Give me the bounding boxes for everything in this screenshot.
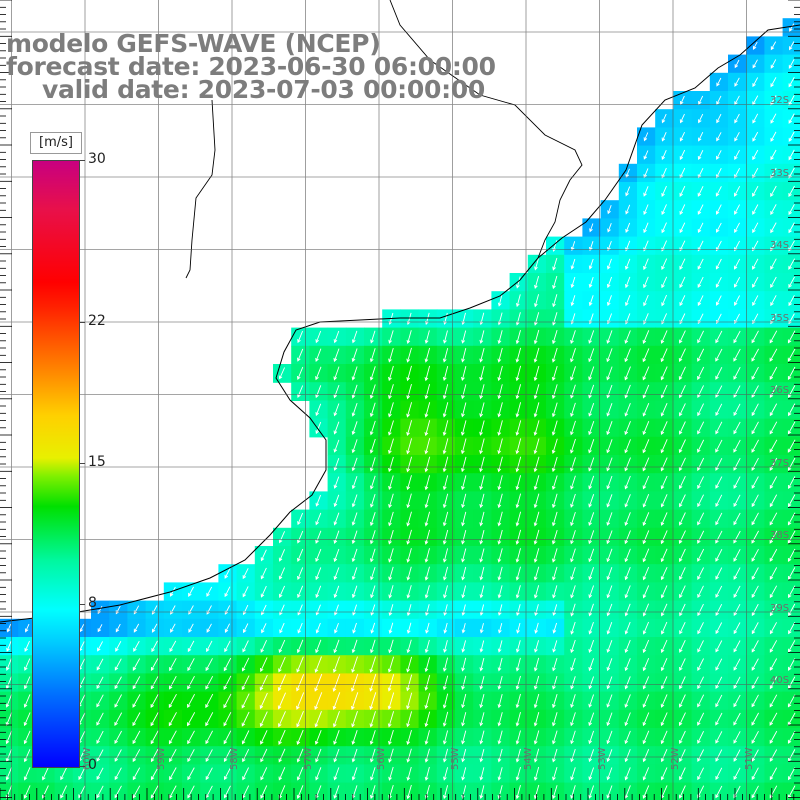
latitude-label: 37S bbox=[770, 457, 790, 469]
longitude-label: 51W bbox=[743, 747, 755, 770]
legend-tick-label: 30 bbox=[88, 151, 106, 167]
latitude-label: 38S bbox=[770, 530, 790, 541]
wind-arrows bbox=[5, 23, 796, 800]
coastline bbox=[0, 24, 800, 623]
legend-tick-label: 8 bbox=[88, 595, 97, 612]
longitude-label: 59W bbox=[155, 747, 167, 770]
legend-tick-mark bbox=[79, 604, 85, 606]
legend-tick-mark bbox=[79, 160, 85, 161]
longitude-label: 56W bbox=[376, 747, 387, 770]
color-legend: [m/s] 30 22 15 8 0 bbox=[30, 130, 110, 773]
legend-unit: [m/s] bbox=[30, 132, 82, 154]
legend-colorbar bbox=[32, 160, 80, 768]
latitude-label: 33S bbox=[770, 167, 790, 179]
legend-tick-label: 22 bbox=[88, 312, 106, 329]
longitude-label: 53W bbox=[596, 747, 608, 770]
longitude-label: 52W bbox=[670, 747, 681, 770]
latitude-label: 34S bbox=[770, 240, 790, 251]
latitude-label: 39S bbox=[770, 602, 790, 614]
country-border bbox=[185, 0, 583, 279]
model-title: modelo GEFS-WAVE (NCEP) bbox=[6, 29, 381, 58]
longitude-label: 55W bbox=[449, 747, 461, 770]
forecast-date: forecast date: 2023-06-30 06:00:00 bbox=[6, 52, 496, 81]
valid-date: valid date: 2023-07-03 00:00:00 bbox=[42, 75, 485, 104]
legend-tick-mark bbox=[79, 321, 85, 323]
latitude-label: 32S bbox=[770, 95, 790, 106]
latitude-label: 35S bbox=[770, 312, 790, 324]
legend-tick-mark bbox=[79, 766, 85, 767]
speed-cells bbox=[0, 18, 800, 800]
latitude-label: 40S bbox=[770, 675, 790, 686]
longitude-label: 57W bbox=[302, 747, 314, 770]
latitude-label: 36S bbox=[770, 385, 790, 396]
longitude-label: 54W bbox=[523, 747, 534, 770]
map-title: modelo GEFS-WAVE (NCEP) forecast date: 2… bbox=[6, 29, 496, 104]
longitude-label: 58W bbox=[229, 747, 240, 770]
legend-tick-mark bbox=[79, 463, 85, 464]
legend-tick-label: 0 bbox=[88, 757, 97, 773]
legend-tick-label: 15 bbox=[88, 454, 106, 470]
